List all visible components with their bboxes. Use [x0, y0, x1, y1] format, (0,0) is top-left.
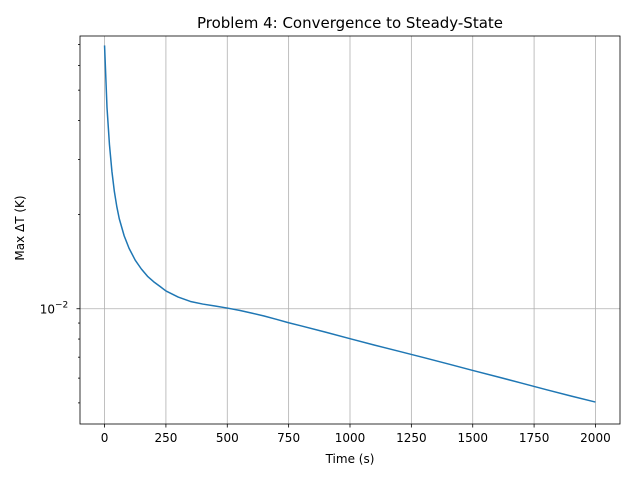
tick-label-layer: 0 250 500 750 1000 1250 1500 1750 2000 10−2 — [40, 301, 611, 445]
chart-title: Problem 4: Convergence to Steady-State — [197, 14, 503, 32]
y-tick-label: 10−2 — [40, 301, 69, 317]
x-tick-label: 0 — [101, 431, 109, 445]
grid-layer — [80, 36, 620, 424]
y-tick-label-exponent: −2 — [55, 301, 68, 311]
x-tick-label: 1500 — [457, 431, 488, 445]
tick-layer — [76, 44, 596, 428]
series-layer — [103, 45, 596, 403]
y-axis-label: Max ΔT (K) — [13, 195, 27, 260]
x-tick-label: 1250 — [396, 431, 427, 445]
x-tick-label: 750 — [277, 431, 300, 445]
x-tick-label: 1750 — [519, 431, 550, 445]
series-line — [103, 45, 596, 403]
x-tick-label: 1000 — [335, 431, 366, 445]
x-tick-label: 500 — [216, 431, 239, 445]
x-tick-label: 2000 — [580, 431, 611, 445]
y-tick-label-base: 10 — [40, 303, 55, 317]
x-axis-label: Time (s) — [325, 452, 375, 466]
x-tick-label: 250 — [154, 431, 177, 445]
